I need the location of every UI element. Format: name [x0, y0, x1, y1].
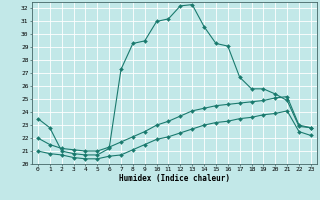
X-axis label: Humidex (Indice chaleur): Humidex (Indice chaleur)	[119, 174, 230, 183]
